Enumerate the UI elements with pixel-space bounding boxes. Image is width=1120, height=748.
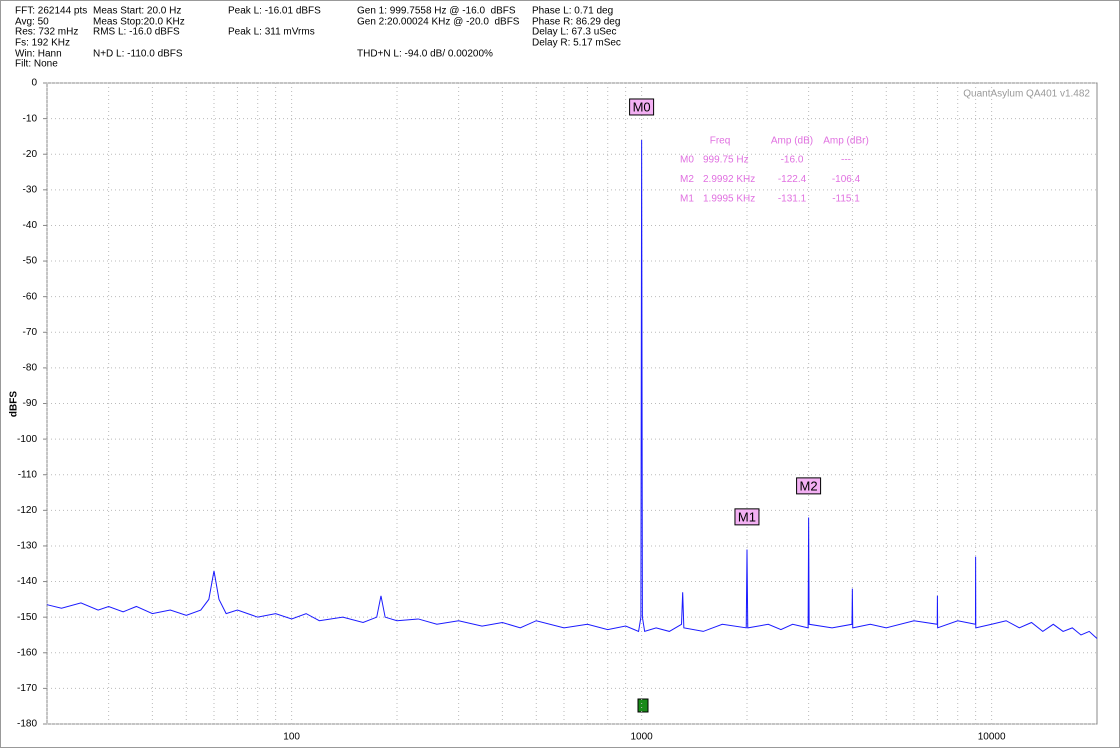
y-tick-label: -130 — [17, 541, 37, 552]
y-tick-label: -150 — [17, 612, 37, 623]
header: FFT: 262144 pts Avg: 50 Res: 732 mHz Fs:… — [15, 6, 621, 70]
marker[interactable]: M1 — [734, 508, 760, 526]
table-cell: -115.1 — [832, 194, 860, 205]
marker[interactable]: M0 — [629, 98, 655, 116]
y-tick-label: -170 — [17, 683, 37, 694]
x-tick-label: 100 — [283, 732, 300, 743]
info: Gen 1: 999.7558 Hz @ -16.0 dBFS — [357, 6, 516, 17]
table-cell: -16.0 — [781, 155, 804, 166]
spectrum-line — [46, 139, 1098, 639]
table-cell: -122.4 — [778, 174, 807, 185]
y-tick-label: -50 — [23, 256, 38, 267]
table-cell: M0 — [680, 155, 694, 166]
table-cell: M1 — [680, 194, 694, 205]
table-cell: -131.1 — [778, 194, 807, 205]
table-cell: 999.75 Hz — [703, 155, 749, 166]
y-tick-label: -140 — [17, 576, 37, 587]
y-axis-label: dBFS — [9, 391, 20, 417]
marker-box — [629, 98, 655, 116]
x-tick-label: 10000 — [978, 732, 1006, 743]
y-tick-label: -60 — [23, 291, 38, 302]
info: FFT: 262144 pts — [15, 6, 87, 17]
chart-title: QuantAsylum QA401 v1.482 — [963, 89, 1090, 100]
info: Gen 2:20.00024 KHz @ -20.0 dBFS — [357, 17, 520, 28]
y-tick-label: -160 — [17, 647, 37, 658]
info: Filt: None — [15, 59, 58, 70]
table-cell: 1.9995 KHz — [703, 194, 755, 205]
y-tick-label: -180 — [17, 719, 37, 730]
table-header: Amp (dB) — [771, 136, 813, 147]
info: N+D L: -110.0 dBFS — [93, 49, 183, 60]
y-tick-label: -20 — [23, 149, 38, 160]
table-header: Amp (dBr) — [823, 136, 869, 147]
info: Phase L: 0.71 deg — [532, 6, 613, 17]
info: Fs: 192 KHz — [15, 38, 70, 49]
marker-box — [796, 477, 822, 495]
y-tick-label: -40 — [23, 220, 38, 231]
marker-label: M2 — [800, 478, 818, 493]
info: Delay R: 5.17 mSec — [532, 38, 621, 49]
x-tick-label: 1000 — [631, 732, 654, 743]
info: Phase R: 86.29 deg — [532, 17, 620, 28]
table-header: Freq — [710, 136, 731, 147]
y-tick-label: -30 — [23, 184, 38, 195]
marker[interactable]: M2 — [796, 477, 822, 495]
y-tick-label: -90 — [23, 398, 38, 409]
info: Meas Stop:20.0 KHz — [93, 17, 185, 28]
info: THD+N L: -94.0 dB/ 0.00200% — [357, 49, 493, 60]
y-tick-label: 0 — [31, 78, 37, 89]
y-tick-label: -100 — [17, 434, 37, 445]
table-cell: -106.4 — [832, 174, 861, 185]
marker-box — [734, 508, 760, 526]
info: Avg: 50 — [15, 17, 49, 28]
info: Delay L: 67.3 uSec — [532, 27, 617, 38]
info: RMS L: -16.0 dBFS — [93, 27, 180, 38]
y-tick-label: -120 — [17, 505, 37, 516]
y-tick-label: -70 — [23, 327, 38, 338]
y-tick-label: -10 — [23, 113, 38, 124]
y-tick-label: -80 — [23, 363, 38, 374]
marker-label: M1 — [738, 509, 756, 524]
y-tick-label: -110 — [18, 469, 38, 480]
info: Peak L: -16.01 dBFS — [228, 6, 321, 17]
info: Meas Start: 20.0 Hz — [93, 6, 181, 17]
info: Res: 732 mHz — [15, 27, 78, 38]
table-cell: --- — [841, 155, 851, 166]
table-cell: M2 — [680, 174, 694, 185]
table-cell: 2.9992 KHz — [703, 174, 755, 185]
marker-label: M0 — [633, 99, 651, 114]
info: Win: Hann — [15, 49, 62, 60]
generator-marker[interactable] — [637, 698, 649, 713]
info: Peak L: 311 mVrms — [228, 27, 315, 38]
